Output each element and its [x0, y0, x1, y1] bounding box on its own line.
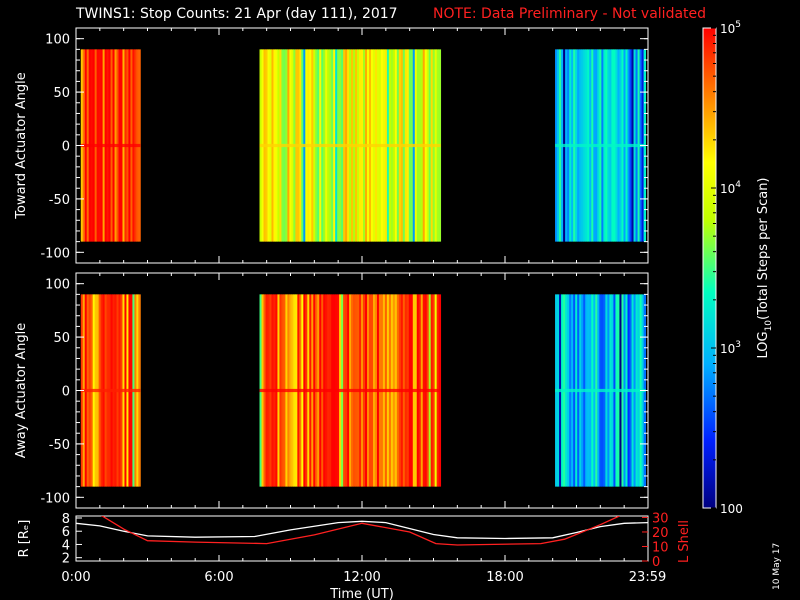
colorbar: 105 104 103 100 LOG10(Total Steps per Scan) [702, 20, 774, 516]
x-tick-label: 12:00 [343, 570, 380, 585]
data-block [555, 294, 647, 487]
y-tick-label: 100 [45, 278, 70, 293]
right-y-tick-label: 20 [652, 526, 669, 541]
y-tick-label: 0 [62, 385, 70, 400]
right-y-tick-label: 0 [652, 555, 660, 570]
y-tick-label: -100 [40, 246, 70, 261]
colorbar-gradient [703, 28, 716, 508]
y-tick-label: 0 [62, 140, 70, 155]
zero-angle-band [555, 143, 646, 148]
y-axis-label: Toward Actuator Angle [14, 72, 29, 219]
y-tick-label: 8 [62, 512, 70, 527]
y-tick-label: -100 [40, 491, 70, 506]
y-axis-label: Away Actuator Angle [14, 323, 29, 458]
x-axis-label: Time (UT) [329, 587, 394, 600]
x-tick-label: 6:00 [204, 570, 233, 585]
colorbar-tick-label: 103 [720, 340, 741, 356]
y-tick-label: 50 [53, 86, 70, 101]
panel-away: 100 50 0 -50 -100 Away Actuator Angle [14, 272, 649, 509]
data-block [80, 294, 141, 487]
zero-angle-band [80, 388, 141, 393]
data-block [80, 49, 141, 242]
l-shell-line [101, 516, 620, 546]
colorbar-tick-label: 105 [720, 20, 741, 36]
r-distance-line [76, 520, 648, 540]
zero-angle-band [259, 143, 441, 148]
y-tick-label: -50 [49, 193, 70, 208]
colorbar-label: LOG10(Total Steps per Scan) [756, 177, 774, 358]
y-tick-label: 2 [62, 552, 70, 567]
date-stamp: 10 May 17 [772, 542, 782, 590]
colorbar-tick-label: 100 [720, 502, 743, 516]
y-tick-label: 50 [53, 331, 70, 346]
zero-angle-band [80, 143, 141, 148]
right-y-tick-label: 30 [652, 511, 669, 526]
x-tick-label: 18:00 [486, 570, 523, 585]
y-tick-label: 4 [62, 538, 70, 553]
y-tick-label: -50 [49, 438, 70, 453]
l-shell-axis-label: L Shell [677, 520, 692, 563]
y-tick-label: 100 [45, 33, 70, 48]
panel-toward: 100 50 0 -50 -100 Toward Actuator Angle [14, 27, 649, 264]
chart-title: TWINS1: Stop Counts: 21 Apr (day 111), 2… [76, 6, 398, 22]
colorbar-frame [702, 27, 717, 509]
zero-angle-band [555, 388, 646, 393]
x-tick-label: 23:59 [629, 570, 666, 585]
colorbar-tick-label: 104 [720, 180, 741, 196]
y-tick-label: 6 [62, 525, 70, 540]
data-block [555, 49, 647, 242]
zero-angle-band [259, 388, 441, 393]
data-block [259, 49, 442, 242]
preliminary-note: NOTE: Data Preliminary - Not validated [433, 6, 707, 22]
data-block [259, 294, 442, 487]
right-y-tick-label: 10 [652, 540, 669, 555]
r-axis-label: R [Rₑ] [17, 520, 32, 558]
x-tick-label: 0:00 [61, 570, 90, 585]
